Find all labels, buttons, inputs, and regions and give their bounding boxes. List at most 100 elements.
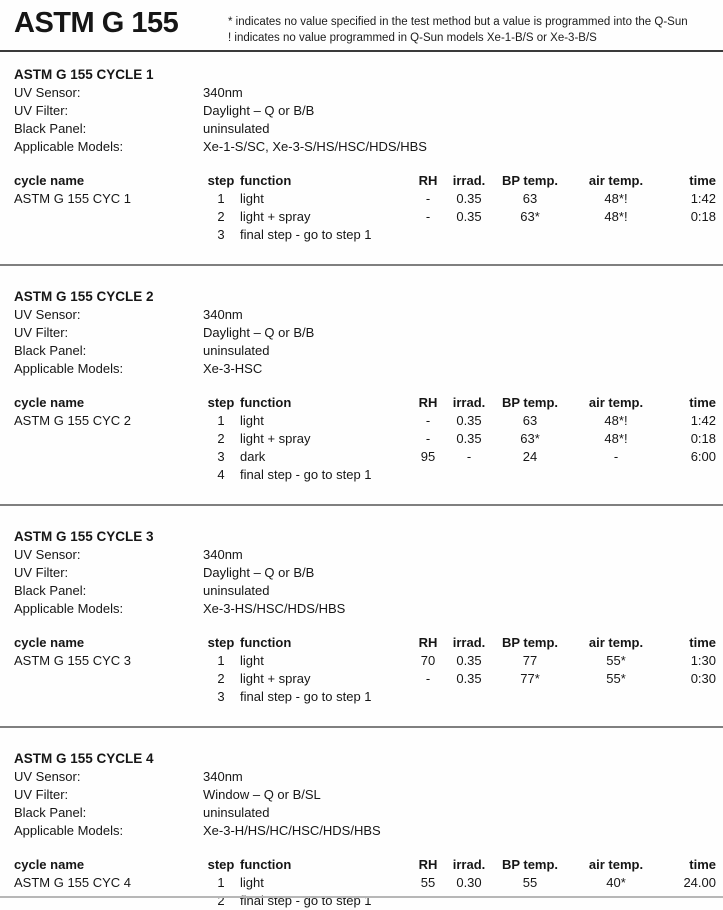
detail-label: Applicable Models: <box>14 361 124 376</box>
cell-cycle-name <box>14 448 202 466</box>
cell-bp-temp: 24 <box>522 449 538 464</box>
cell-irrad: - <box>466 449 472 464</box>
cell-air-temp <box>568 892 664 910</box>
detail-value: Xe-3-HSC <box>203 361 263 376</box>
section-heading: ASTM G 155 CYCLE 4 <box>14 751 154 766</box>
header-irrad: irrad. <box>452 173 486 188</box>
cell-bp-temp <box>492 688 568 706</box>
cell-rh <box>410 688 446 706</box>
footnote-asterisk: * indicates no value specified in the te… <box>228 16 688 28</box>
cell-cycle-name <box>14 430 202 448</box>
table-row: ASTM G 155 CYC 1 1 light - 0.35 63 48*! … <box>14 190 716 208</box>
detail-row-applicable-models: Applicable Models: Xe-3-HSC <box>14 360 710 378</box>
cell-function: light <box>240 653 264 668</box>
table-row: 2 light + spray - 0.35 63* 48*! 0:18 <box>14 430 716 448</box>
cell-cycle-name <box>14 892 202 910</box>
cell-time: 6:00 <box>690 449 716 464</box>
table-row: 3 dark 95 - 24 - 6:00 <box>14 448 716 466</box>
cell-cycle-name: ASTM G 155 CYC 2 <box>14 413 132 428</box>
cell-function: final step - go to step 1 <box>240 689 372 704</box>
cell-rh: 95 <box>420 449 436 464</box>
detail-label: UV Sensor: <box>14 307 81 322</box>
footnote-exclamation: ! indicates no value programmed in Q-Sun… <box>228 32 597 44</box>
cell-bp-temp <box>492 892 568 910</box>
detail-value: Daylight – Q or B/B <box>203 325 315 340</box>
detail-label: UV Filter: <box>14 787 69 802</box>
section-divider <box>0 264 723 266</box>
cell-bp-temp: 63 <box>522 191 538 206</box>
detail-value: 340nm <box>203 547 243 562</box>
header-rh: RH <box>418 395 438 410</box>
table-row: 2 final step - go to step 1 <box>14 892 716 910</box>
header-irrad: irrad. <box>452 635 486 650</box>
cell-air-temp: 40* <box>606 875 626 890</box>
table-header-row: cycle name step function RH irrad. BP te… <box>14 394 716 412</box>
detail-row-uv-sensor: UV Sensor: 340nm <box>14 306 710 324</box>
header-function: function <box>240 635 292 650</box>
cell-step: 1 <box>217 413 225 428</box>
section-cycle-4: ASTM G 155 CYCLE 4 UV Sensor: 340nm UV F… <box>14 750 716 910</box>
cell-step: 1 <box>217 191 225 206</box>
cell-air-temp <box>568 226 664 244</box>
header-rh: RH <box>418 857 438 872</box>
header-irrad: irrad. <box>452 395 486 410</box>
header-time: time <box>689 173 716 188</box>
cell-time <box>664 892 716 910</box>
detail-value: Window – Q or B/SL <box>203 787 321 802</box>
cell-step: 2 <box>217 209 225 224</box>
detail-row-uv-sensor: UV Sensor: 340nm <box>14 84 710 102</box>
cell-air-temp: - <box>613 449 619 464</box>
cell-step: 3 <box>217 227 225 242</box>
detail-value: Xe-1-S/SC, Xe-3-S/HS/HSC/HDS/HBS <box>203 139 427 154</box>
detail-row-uv-filter: UV Filter: Daylight – Q or B/B <box>14 102 710 120</box>
table-row: 2 light + spray - 0.35 63* 48*! 0:18 <box>14 208 716 226</box>
detail-row-black-panel: Black Panel: uninsulated <box>14 804 710 822</box>
header-function: function <box>240 395 292 410</box>
cycle-table: cycle name step function RH irrad. BP te… <box>14 172 716 244</box>
section-cycle-2: ASTM G 155 CYCLE 2 UV Sensor: 340nm UV F… <box>14 288 716 484</box>
cell-function: light + spray <box>240 671 311 686</box>
cell-step: 3 <box>217 449 225 464</box>
cell-rh: - <box>425 413 431 428</box>
detail-label: UV Filter: <box>14 325 69 340</box>
detail-row-uv-sensor: UV Sensor: 340nm <box>14 768 710 786</box>
cell-time: 1:42 <box>690 191 716 206</box>
cell-function: light <box>240 875 264 890</box>
table-header-row: cycle name step function RH irrad. BP te… <box>14 634 716 652</box>
detail-row-uv-filter: UV Filter: Window – Q or B/SL <box>14 786 710 804</box>
header-bp-temp: BP temp. <box>501 857 559 872</box>
header-cycle-name: cycle name <box>14 173 85 188</box>
page-header: ASTM G 155 * indicates no value specifie… <box>0 6 723 52</box>
detail-label: Black Panel: <box>14 343 87 358</box>
cell-rh <box>410 466 446 484</box>
cell-air-temp: 48*! <box>604 209 628 224</box>
cell-rh: 55 <box>420 875 436 890</box>
cell-step: 2 <box>217 671 225 686</box>
header-rh: RH <box>418 173 438 188</box>
cell-time: 1:30 <box>690 653 716 668</box>
detail-row-applicable-models: Applicable Models: Xe-3-H/HS/HC/HSC/HDS/… <box>14 822 710 840</box>
cell-bp-temp <box>492 466 568 484</box>
cell-function: light + spray <box>240 209 311 224</box>
page-title: ASTM G 155 <box>14 7 179 39</box>
cycle-table: cycle name step function RH irrad. BP te… <box>14 856 716 910</box>
header-bp-temp: BP temp. <box>501 395 559 410</box>
cell-rh: - <box>425 191 431 206</box>
section-heading: ASTM G 155 CYCLE 1 <box>14 67 154 82</box>
header-cycle-name: cycle name <box>14 395 85 410</box>
cell-bp-temp: 63 <box>522 413 538 428</box>
detail-value: 340nm <box>203 769 243 784</box>
cell-function: light <box>240 191 264 206</box>
cell-air-temp <box>568 466 664 484</box>
cell-step: 2 <box>217 893 225 908</box>
cell-step: 4 <box>217 467 225 482</box>
section-cycle-3: ASTM G 155 CYCLE 3 UV Sensor: 340nm UV F… <box>14 528 716 706</box>
cell-irrad: 0.35 <box>456 653 482 668</box>
header-bp-temp: BP temp. <box>501 173 559 188</box>
bottom-divider <box>0 896 723 898</box>
table-row: 3 final step - go to step 1 <box>14 688 716 706</box>
table-row: ASTM G 155 CYC 4 1 light 55 0.30 55 40* … <box>14 874 716 892</box>
cell-time: 0:18 <box>690 431 716 446</box>
cell-air-temp: 48*! <box>604 413 628 428</box>
cell-rh: - <box>425 671 431 686</box>
